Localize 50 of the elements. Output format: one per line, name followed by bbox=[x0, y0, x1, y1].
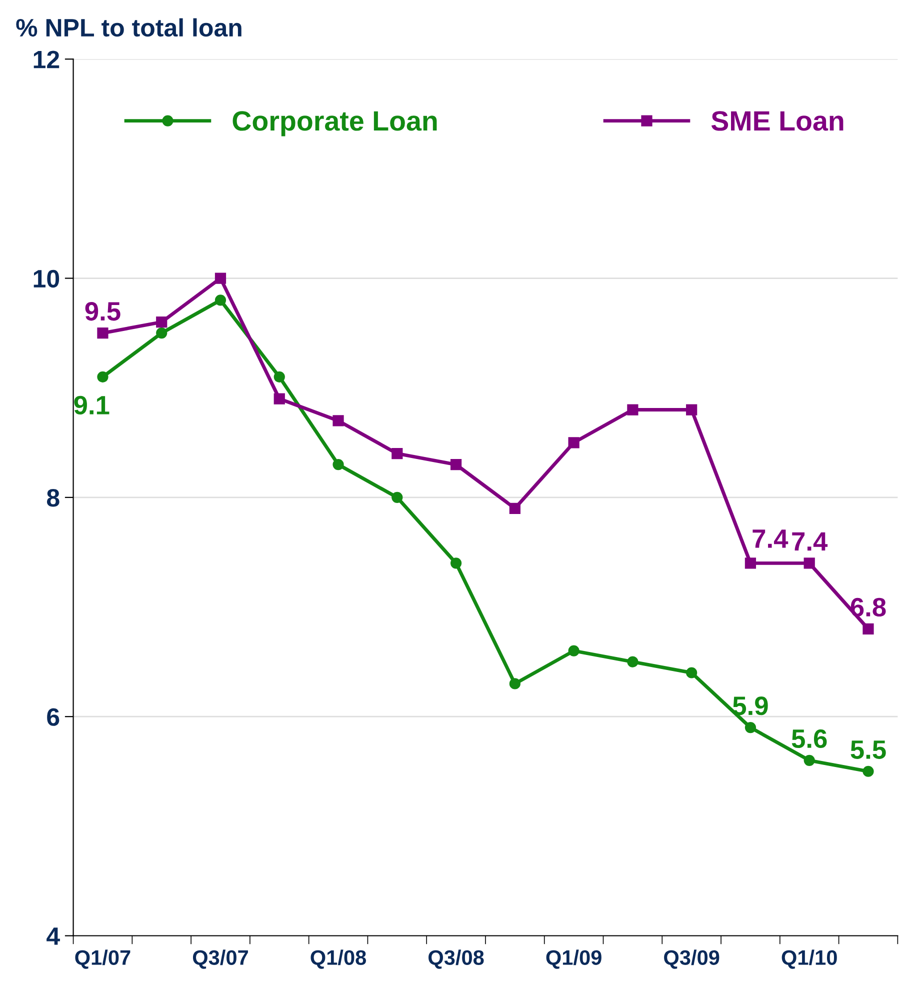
point bbox=[509, 678, 520, 690]
data-label: 9.5 bbox=[85, 302, 120, 321]
point bbox=[509, 502, 520, 514]
x-tick-label: Q3/08 bbox=[428, 950, 484, 969]
point bbox=[804, 558, 815, 569]
x-tick-label: Q3/09 bbox=[664, 950, 720, 969]
point bbox=[156, 316, 168, 328]
point bbox=[392, 492, 403, 503]
point bbox=[804, 754, 815, 766]
y-tick-label: 8 bbox=[46, 489, 60, 507]
point bbox=[744, 558, 756, 569]
legend-label: SME Loan bbox=[711, 111, 844, 131]
y-axis-title: % NPL to total loan bbox=[16, 18, 242, 37]
point bbox=[332, 458, 344, 470]
data-label: 9.1 bbox=[74, 396, 110, 415]
y-tick-label: 4 bbox=[46, 928, 60, 945]
point bbox=[274, 371, 285, 382]
data-label: 5.6 bbox=[792, 729, 827, 748]
point bbox=[97, 327, 108, 339]
point bbox=[214, 272, 226, 284]
data-label: 5.5 bbox=[850, 740, 886, 760]
point bbox=[627, 656, 638, 668]
x-tick-label: Q1/10 bbox=[782, 950, 837, 969]
point bbox=[744, 722, 756, 734]
point bbox=[332, 415, 344, 426]
data-label: 7.4 bbox=[752, 530, 788, 548]
point bbox=[686, 667, 698, 678]
point bbox=[450, 458, 462, 470]
x-tick-label: Q1/08 bbox=[310, 950, 366, 969]
data-label: 7.4 bbox=[792, 532, 828, 551]
y-tick-label: 10 bbox=[34, 270, 60, 288]
y-tick-label: 6 bbox=[47, 708, 60, 726]
point bbox=[568, 437, 580, 448]
point bbox=[156, 327, 168, 339]
point bbox=[392, 448, 403, 460]
point bbox=[627, 404, 638, 416]
y-tick-label: 12 bbox=[34, 50, 60, 68]
x-tick-label: Q1/07 bbox=[75, 950, 130, 969]
point bbox=[862, 623, 874, 634]
point bbox=[686, 404, 698, 416]
point bbox=[97, 371, 108, 382]
point bbox=[450, 558, 462, 569]
legend-label: Corporate Loan bbox=[232, 111, 437, 136]
point bbox=[862, 766, 874, 777]
point bbox=[568, 645, 580, 656]
point bbox=[274, 393, 285, 404]
data-label: 5.9 bbox=[732, 696, 768, 716]
x-tick-label: Q3/07 bbox=[192, 950, 248, 969]
point bbox=[214, 294, 226, 306]
x-tick-label: Q1/09 bbox=[546, 950, 602, 969]
